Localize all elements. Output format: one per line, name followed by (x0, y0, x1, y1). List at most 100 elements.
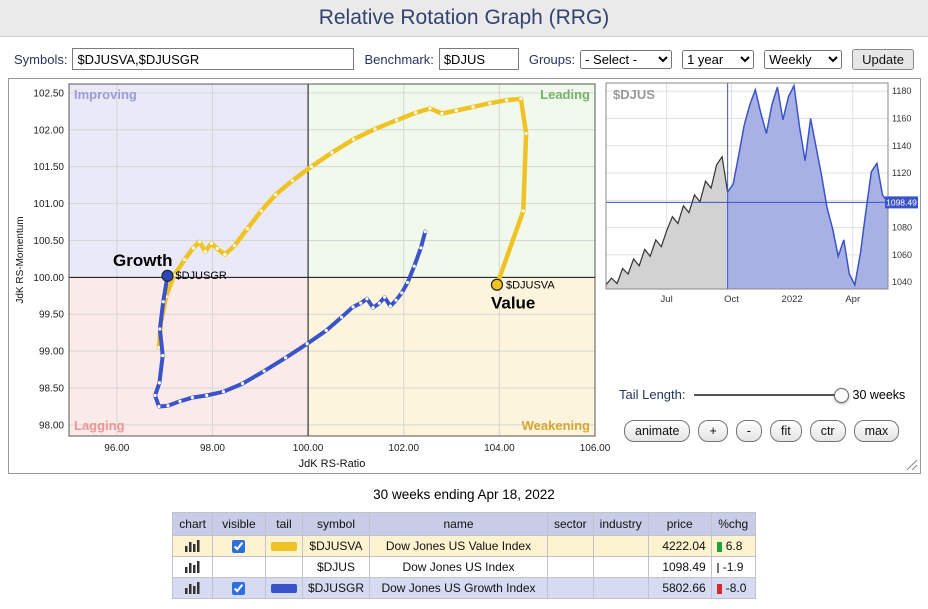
sector-cell (546, 535, 594, 557)
tail-length-label: Tail Length: (619, 387, 686, 402)
svg-text:100.50: 100.50 (33, 236, 64, 247)
svg-text:1040: 1040 (892, 277, 912, 287)
frequency-select[interactable]: Weekly (764, 49, 843, 69)
chg-bar-icon (716, 541, 722, 552)
benchmark-input[interactable] (438, 48, 519, 70)
benchmark-chart[interactable]: 1040 1060 1080 1120 1140 1160 1180 Jul Oct 2022 Ap… (597, 79, 918, 309)
chart-buttons: animate + - fit ctr max (624, 420, 900, 442)
industry-cell (592, 556, 649, 578)
svg-text:102.00: 102.00 (388, 443, 419, 454)
col-price: price (647, 512, 712, 536)
industry-cell (592, 535, 649, 557)
name-cell: Dow Jones US Value Index (368, 535, 548, 557)
chg-cell: -1.9 (710, 556, 756, 578)
col-chart: chart (172, 512, 213, 536)
tail-length-slider[interactable] (693, 387, 849, 403)
svg-text:101.50: 101.50 (33, 162, 64, 173)
visible-checkbox[interactable] (232, 540, 246, 554)
y-axis-title: JdK RS-Momentum (15, 216, 26, 303)
svg-text:100.00: 100.00 (293, 443, 324, 454)
svg-text:1120: 1120 (892, 168, 911, 178)
last-price-badge (885, 196, 918, 209)
svg-text:1140: 1140 (892, 141, 911, 151)
tail-swatch (270, 542, 297, 552)
svg-text:1098.49: 1098.49 (886, 197, 917, 207)
titlebar: Relative Rotation Graph (RRG) (0, 0, 928, 37)
sector-cell (546, 556, 594, 578)
sector-cell (546, 577, 594, 599)
price-cell: 1098.49 (647, 556, 712, 578)
svg-text:100.00: 100.00 (33, 273, 64, 284)
svg-text:96.00: 96.00 (104, 443, 129, 454)
col-chg: %chg (710, 512, 756, 536)
chg-bar-icon (716, 562, 719, 573)
svg-text:1160: 1160 (892, 113, 911, 123)
svg-text:106.00: 106.00 (580, 443, 611, 454)
table-row: $DJUS Dow Jones US Index 1098.49 -1.9 (172, 556, 756, 578)
groups-label: Groups: (528, 51, 576, 67)
quadrant-label: Leading (540, 87, 590, 102)
rrg-chart[interactable]: 96.00 98.00 100.00 102.00 104.00 106.00 98.00 9… (11, 79, 611, 471)
name-cell: Dow Jones US Growth Index (368, 577, 548, 599)
center-button[interactable]: ctr (809, 420, 846, 442)
annotation-label: Value (491, 294, 535, 313)
chart-caption: 30 weeks ending Apr 18, 2022 (373, 487, 555, 502)
svg-text:98.00: 98.00 (200, 443, 225, 454)
rrg-panel: 96.00 98.00 100.00 102.00 104.00 106.00 98.00 9… (8, 78, 921, 474)
table-row: $DJUSGR Dow Jones US Growth Index 5802.6… (172, 577, 756, 599)
symbols-table: chart visible tail symbol name sector in… (172, 512, 756, 599)
benchmark-symbol-label: $DJUS (613, 87, 655, 102)
update-button[interactable]: Update (852, 48, 914, 70)
svg-text:102.50: 102.50 (33, 88, 64, 99)
svg-text:1080: 1080 (892, 223, 912, 233)
annotation-label: Growth (113, 251, 173, 270)
chg-cell: -8.0 (710, 577, 756, 599)
industry-cell (592, 577, 649, 599)
svg-text:Jul: Jul (661, 294, 673, 305)
chg-cell: 6.8 (710, 535, 756, 557)
symbol-cell: $DJUSGR (301, 577, 370, 599)
symbol-cell: $DJUSVA (301, 535, 370, 557)
col-visible: visible (211, 512, 266, 536)
quadrant-label: Improving (74, 87, 137, 102)
groups-select[interactable]: - Select - (580, 49, 673, 69)
bar-chart-icon[interactable] (178, 540, 207, 552)
price-cell: 4222.04 (647, 535, 712, 557)
resize-handle[interactable] (904, 457, 917, 470)
fit-button[interactable]: fit (769, 420, 802, 442)
bar-chart-icon[interactable] (178, 582, 207, 594)
svg-text:99.50: 99.50 (39, 310, 64, 321)
page-title: Relative Rotation Graph (RRG) (318, 6, 610, 29)
marker-$DJUSVA (490, 278, 504, 291)
visible-checkbox[interactable] (232, 582, 246, 596)
symbols-input[interactable] (72, 48, 355, 70)
symbol-cell: $DJUS (301, 556, 370, 578)
bar-chart-icon[interactable] (178, 561, 207, 573)
symbol-label: $DJUSGR (176, 270, 227, 282)
zoom-out-button[interactable]: - (735, 420, 762, 442)
name-cell: Dow Jones US Index (368, 556, 548, 578)
svg-text:104.00: 104.00 (484, 443, 515, 454)
col-industry: industry (592, 512, 649, 536)
svg-text:Oct: Oct (724, 294, 739, 305)
symbols-label: Symbols: (13, 51, 68, 67)
svg-text:Apr: Apr (845, 294, 860, 305)
zoom-in-button[interactable]: + (698, 420, 728, 442)
svg-text:98.00: 98.00 (39, 420, 64, 431)
symbol-label: $DJUSVA (506, 280, 555, 292)
chg-bar-icon (716, 583, 722, 594)
quadrant-label: Lagging (74, 418, 125, 433)
table-header-row: chart visible tail symbol name sector in… (172, 512, 756, 536)
svg-text:99.00: 99.00 (39, 347, 64, 358)
svg-text:1060: 1060 (892, 250, 912, 260)
benchmark-label: Benchmark: (364, 51, 434, 67)
slider-knob[interactable] (833, 387, 849, 403)
period-select[interactable]: 1 year (682, 49, 755, 69)
max-button[interactable]: max (853, 420, 900, 442)
tail-swatch (270, 584, 297, 594)
col-name: name (368, 512, 548, 536)
marker-$DJUSGR (161, 269, 174, 282)
animate-button[interactable]: animate (624, 420, 691, 442)
tail-length-value: 30 weeks (852, 387, 906, 402)
